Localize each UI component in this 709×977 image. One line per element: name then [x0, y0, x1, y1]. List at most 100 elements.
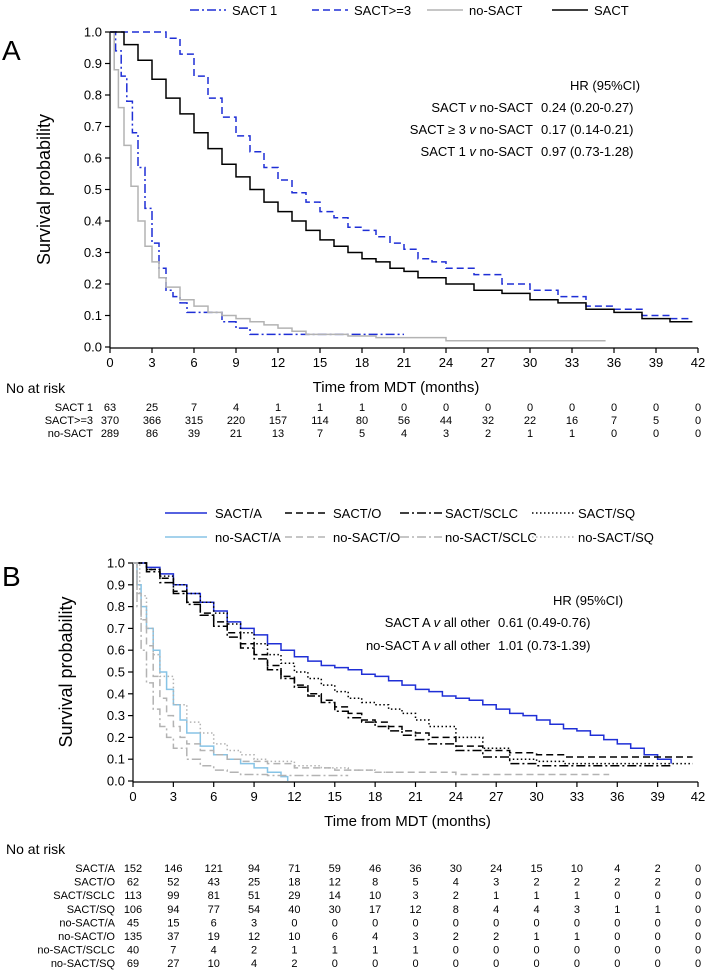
x-axis-label: Time from MDT (months): [313, 379, 480, 396]
risk-value: 40: [288, 904, 300, 916]
risk-value: 289: [101, 428, 119, 440]
risk-value: 77: [208, 904, 220, 916]
legend-item-sact: SACT: [552, 3, 629, 18]
risk-value: 4: [401, 428, 407, 440]
legend-item-sact-3: SACT>=3: [312, 3, 411, 18]
x-tick-label: 24: [449, 789, 463, 804]
risk-value: 81: [208, 890, 220, 902]
series-line-sact-o: [133, 562, 693, 758]
x-axis-label: Time from MDT (months): [324, 813, 491, 830]
risk-value: 5: [653, 415, 659, 427]
y-tick-label: 0.3: [84, 245, 102, 260]
risk-value: 7: [611, 415, 617, 427]
risk-value: 0: [401, 402, 407, 414]
risk-value: 1: [655, 904, 661, 916]
risk-value: 69: [127, 958, 139, 970]
risk-value: 1: [527, 428, 533, 440]
legend-label: SACT 1: [232, 3, 277, 18]
risk-value: 46: [369, 863, 381, 875]
panel-letter: A: [2, 35, 21, 66]
risk-value: 0: [695, 428, 701, 440]
risk-value: 0: [291, 917, 297, 929]
risk-value: 8: [453, 904, 459, 916]
x-tick-label: 39: [650, 789, 664, 804]
hr-label-v: v: [434, 615, 442, 630]
risk-row-label: SACT/SCLC: [53, 890, 115, 902]
risk-value: 52: [167, 877, 179, 889]
risk-value: 2: [534, 877, 540, 889]
legend-label: SACT/O: [333, 506, 381, 521]
risk-value: 1: [372, 945, 378, 957]
legend-item-no-sact-o: no-SACT/O: [285, 530, 400, 545]
x-tick-label: 30: [529, 789, 543, 804]
risk-value: 0: [574, 945, 580, 957]
y-tick-label: 0.0: [84, 340, 102, 355]
risk-value: 2: [655, 863, 661, 875]
risk-value: 0: [614, 931, 620, 943]
risk-value: 10: [571, 863, 583, 875]
series-group: [110, 31, 693, 342]
legend-label: SACT/SCLC: [445, 506, 518, 521]
series-line-no-sact-sclc: [133, 562, 349, 777]
risk-value: 106: [124, 904, 142, 916]
y-tick-label: 0.1: [107, 752, 125, 767]
risk-value: 0: [534, 958, 540, 970]
risk-value: 366: [143, 415, 161, 427]
series-line-sact: [110, 31, 693, 323]
risk-value: 4: [372, 931, 378, 943]
risk-value: 13: [272, 428, 284, 440]
x-tick-label: 15: [313, 355, 327, 370]
risk-value: 0: [614, 958, 620, 970]
risk-row-label: SACT/SQ: [67, 904, 116, 916]
x-tick-label: 9: [250, 789, 257, 804]
risk-value: 0: [653, 402, 659, 414]
risk-value: 40: [127, 945, 139, 957]
risk-value: 0: [534, 945, 540, 957]
risk-value: 0: [614, 917, 620, 929]
risk-value: 1: [275, 402, 281, 414]
legend-label: SACT: [594, 3, 629, 18]
risk-row-label: SACT/A: [75, 863, 115, 875]
risk-value: 0: [493, 917, 499, 929]
x-tick-label: 9: [232, 355, 239, 370]
y-tick-label: 0.9: [107, 577, 125, 592]
y-axis-label: Survival probability: [56, 596, 76, 747]
risk-value: 2: [493, 931, 499, 943]
y-tick-label: 0.8: [107, 599, 125, 614]
risk-value: 1: [614, 904, 620, 916]
risk-row-label: no-SACT/O: [58, 931, 115, 943]
legend-label: no-SACT: [469, 3, 523, 18]
risk-value: 135: [124, 931, 142, 943]
risk-value: 0: [655, 958, 661, 970]
risk-value: 25: [146, 402, 158, 414]
risk-value: 2: [655, 877, 661, 889]
y-tick-label: 0.0: [107, 774, 125, 789]
risk-value: 86: [146, 428, 158, 440]
legend-item-no-sact-sclc: no-SACT/SCLC: [400, 530, 537, 545]
risk-value: 1: [574, 890, 580, 902]
x-tick-label: 42: [691, 789, 705, 804]
hr-table: HR (95%CI) SACT v no-SACT 0.24 (0.20-0.27)…: [410, 78, 640, 159]
hr-header: HR (95%CI): [570, 78, 640, 93]
risk-value: 0: [443, 402, 449, 414]
x-tick-label: 12: [287, 789, 301, 804]
y-tick-label: 0.9: [84, 56, 102, 71]
risk-value: 0: [655, 917, 661, 929]
risk-value: 16: [566, 415, 578, 427]
risk-value: 0: [493, 958, 499, 970]
risk-value: 29: [288, 890, 300, 902]
risk-value: 27: [167, 958, 179, 970]
risk-value: 14: [329, 890, 341, 902]
y-tick-label: 0.2: [84, 277, 102, 292]
risk-value: 0: [412, 917, 418, 929]
x-tick-label: 27: [481, 355, 495, 370]
risk-value: 7: [191, 402, 197, 414]
risk-value: 0: [611, 428, 617, 440]
risk-value: 114: [311, 415, 329, 427]
risk-value: 0: [695, 402, 701, 414]
y-tick-label: 0.6: [107, 643, 125, 658]
legend-label: no-SACT/SQ: [578, 530, 654, 545]
risk-value: 12: [248, 931, 260, 943]
hr-header: HR (95%CI): [553, 593, 623, 608]
legend-item-no-sact-sq: no-SACT/SQ: [532, 530, 654, 545]
